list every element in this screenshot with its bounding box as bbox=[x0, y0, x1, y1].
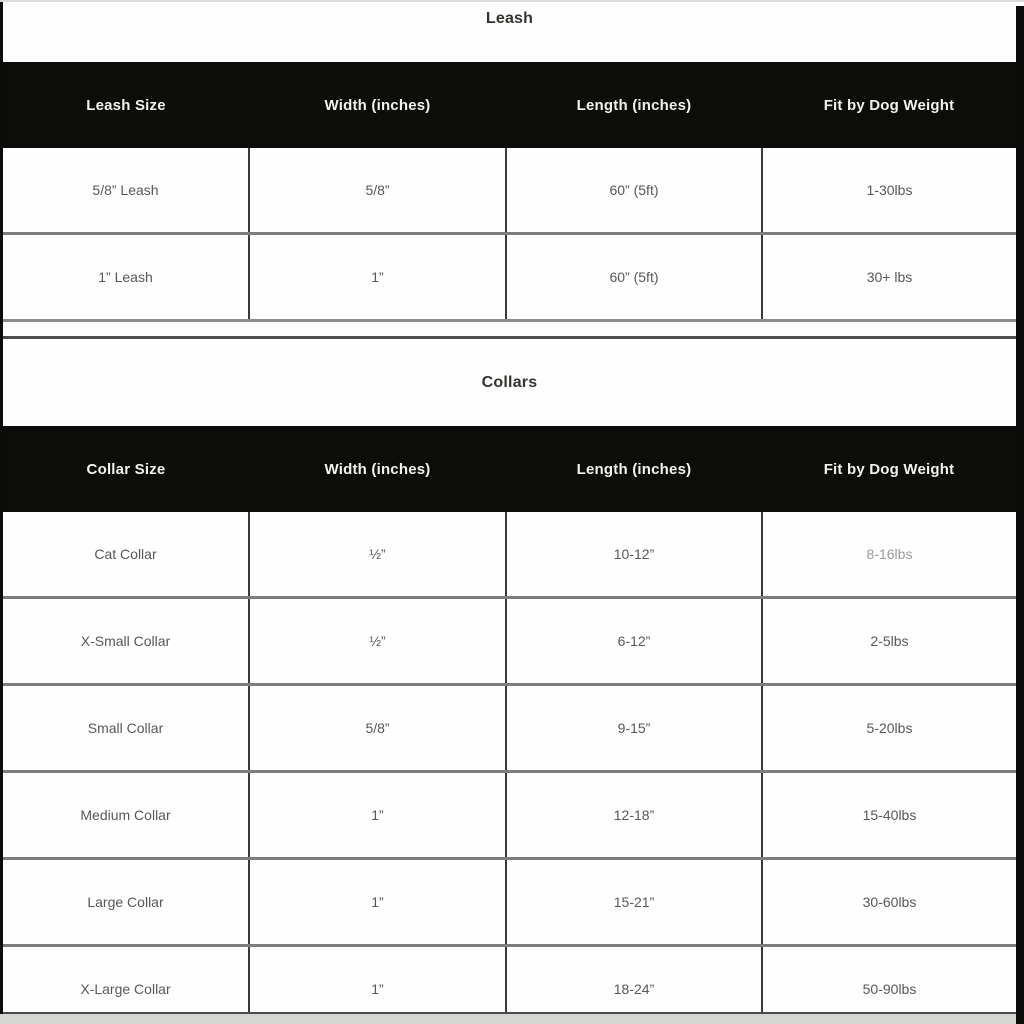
header-cell: Fit by Dog Weight bbox=[762, 62, 1016, 148]
leash-section: Leash Leash Size Width (inches) Length (in… bbox=[3, 2, 1016, 339]
leash-section-title: Leash bbox=[485, 10, 534, 27]
collars-header-row: Collar Size Width (inches) Length (inches)… bbox=[3, 426, 1016, 512]
table-cell: 30+ lbs bbox=[761, 232, 1016, 321]
table-cell: 5/8” Leash bbox=[3, 148, 249, 234]
leash-size-table: Leash Size Width (inches) Length (inches) F… bbox=[3, 62, 1016, 322]
table-cell: 1” bbox=[248, 770, 506, 859]
table-cell: 1-30lbs bbox=[761, 148, 1016, 234]
table-row: 1” Leash 1” 60” (5ft) 30+ lbs bbox=[3, 232, 1016, 321]
table-cell: 9-15” bbox=[505, 683, 762, 772]
table-cell: X-Small Collar bbox=[3, 596, 249, 685]
table-row: X-Large Collar 1” 18-24” 50-90lbs bbox=[3, 944, 1016, 1024]
header-cell: Fit by Dog Weight bbox=[762, 426, 1016, 512]
table-cell: 5/8” bbox=[248, 683, 506, 772]
table-cell: 5-20lbs bbox=[761, 683, 1016, 772]
table-cell: 30-60lbs bbox=[761, 857, 1016, 946]
table-cell: X-Large Collar bbox=[3, 944, 249, 1024]
table-cell: 15-40lbs bbox=[761, 770, 1016, 859]
table-row: 5/8” Leash 5/8” 60” (5ft) 1-30lbs bbox=[3, 148, 1016, 234]
header-cell: Length (inches) bbox=[506, 62, 762, 148]
table-cell: Cat Collar bbox=[3, 512, 249, 598]
table-cell: 8-16lbs bbox=[761, 512, 1016, 598]
table-cell: 5/8” bbox=[248, 148, 506, 234]
collars-section-title: Collars bbox=[481, 373, 538, 391]
table-cell: 60” (5ft) bbox=[505, 148, 762, 234]
left-border-strip bbox=[0, 2, 3, 1014]
table-cell: 15-21” bbox=[505, 857, 762, 946]
leash-header-row: Leash Size Width (inches) Length (inches) F… bbox=[3, 62, 1016, 148]
table-cell: 1” bbox=[248, 857, 506, 946]
table-row: Large Collar 1” 15-21” 30-60lbs bbox=[3, 857, 1016, 946]
table-row: Medium Collar 1” 12-18” 15-40lbs bbox=[3, 770, 1016, 859]
table-cell: 1” bbox=[248, 232, 506, 321]
table-cell: ½” bbox=[248, 596, 506, 685]
table-cell: 1” Leash bbox=[3, 232, 249, 321]
table-cell: 6-12” bbox=[505, 596, 762, 685]
collars-size-table: Collar Size Width (inches) Length (inches)… bbox=[3, 426, 1016, 1024]
table-cell: Large Collar bbox=[3, 857, 249, 946]
leash-table-footer-strip bbox=[3, 322, 1016, 339]
collars-section: Collars Collar Size Width (inches) Length … bbox=[3, 339, 1016, 1024]
table-cell: 18-24” bbox=[505, 944, 762, 1024]
table-cell: 10-12” bbox=[505, 512, 762, 598]
table-cell: 2-5lbs bbox=[761, 596, 1016, 685]
table-cell: 12-18” bbox=[505, 770, 762, 859]
table-cell: Medium Collar bbox=[3, 770, 249, 859]
table-cell: Small Collar bbox=[3, 683, 249, 772]
size-chart-content: Leash Leash Size Width (inches) Length (in… bbox=[3, 2, 1016, 1024]
table-cell: ½” bbox=[248, 512, 506, 598]
header-cell: Leash Size bbox=[3, 62, 249, 148]
table-row: X-Small Collar ½” 6-12” 2-5lbs bbox=[3, 596, 1016, 685]
header-cell: Length (inches) bbox=[506, 426, 762, 512]
header-cell: Collar Size bbox=[3, 426, 249, 512]
right-border-strip bbox=[1016, 6, 1024, 1024]
table-cell: 60” (5ft) bbox=[505, 232, 762, 321]
table-row: Small Collar 5/8” 9-15” 5-20lbs bbox=[3, 683, 1016, 772]
header-cell: Width (inches) bbox=[249, 426, 506, 512]
table-cell: 1” bbox=[248, 944, 506, 1024]
bottom-strip bbox=[0, 1012, 1024, 1024]
header-cell: Width (inches) bbox=[249, 62, 506, 148]
table-cell: 50-90lbs bbox=[761, 944, 1016, 1024]
table-row: Cat Collar ½” 10-12” 8-16lbs bbox=[3, 512, 1016, 598]
